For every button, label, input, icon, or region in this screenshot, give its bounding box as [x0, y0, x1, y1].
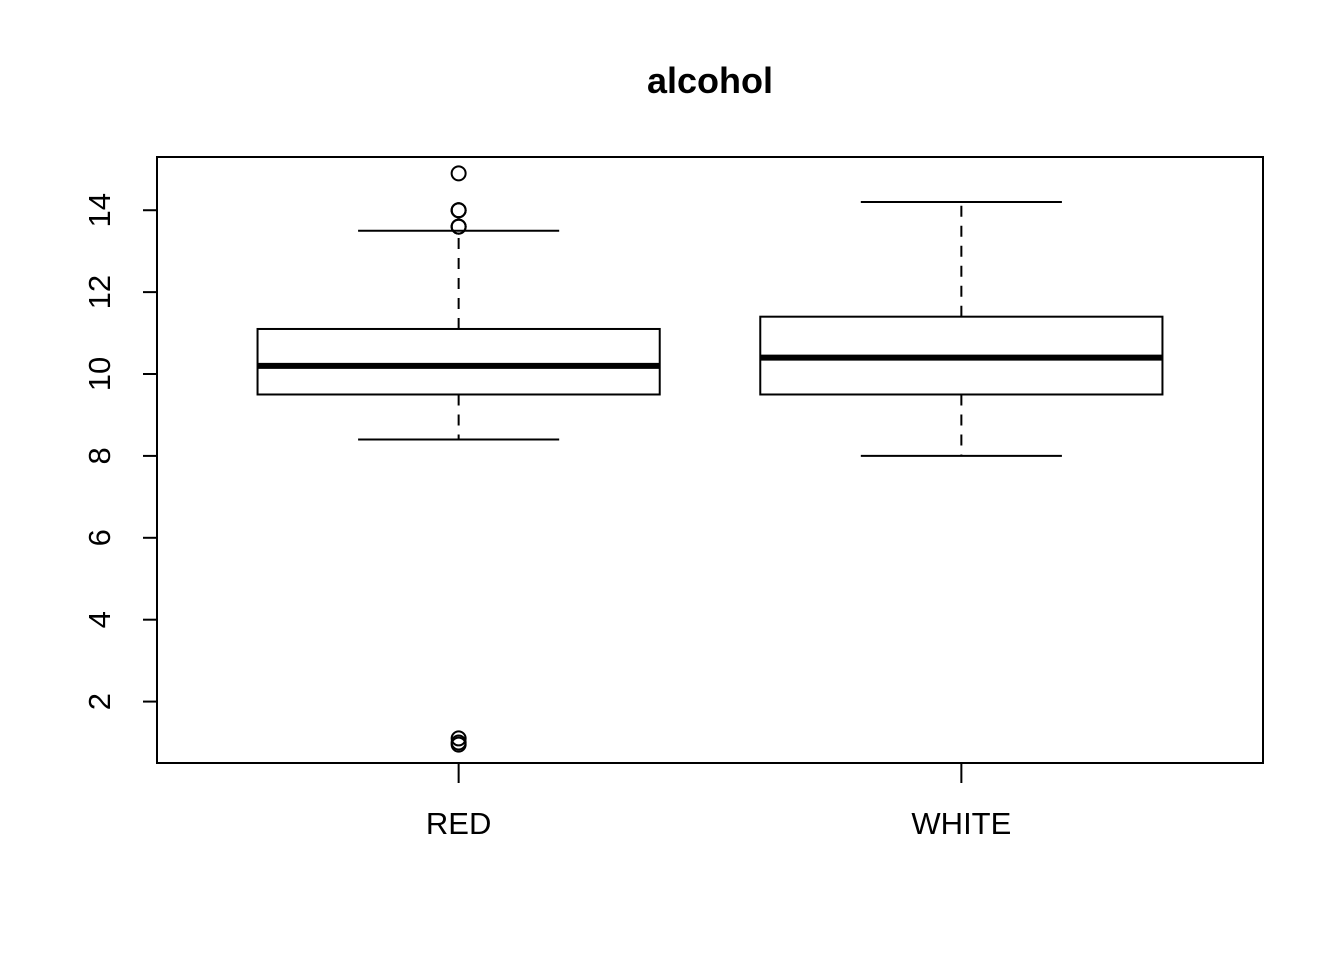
box-white: [759, 201, 1164, 457]
y-tick-label: 10: [82, 357, 117, 391]
box-red: [256, 165, 661, 753]
y-tick-label: 12: [82, 275, 117, 309]
y-tick-label: 6: [82, 529, 117, 546]
y-tick-label: 4: [82, 611, 117, 628]
outlier-point: [450, 736, 467, 753]
y-tick-label: 14: [82, 193, 117, 227]
chart-title: alcohol: [647, 60, 773, 101]
plot-frame: [156, 156, 1264, 764]
x-tick-label: WHITE: [911, 806, 1011, 841]
x-tick-label: RED: [426, 806, 491, 841]
y-tick-label: 8: [82, 447, 117, 464]
iqr-box: [256, 327, 661, 396]
boxes: [256, 165, 1164, 753]
outlier-point: [450, 165, 467, 182]
outlier-point: [450, 218, 467, 235]
x-axis: RED WHITE: [426, 763, 1011, 841]
y-axis: 2 4 6 8 10 12 14: [82, 193, 158, 710]
outlier-point: [450, 202, 467, 219]
outlier-point: [450, 730, 467, 747]
y-tick-label: 2: [82, 693, 117, 710]
